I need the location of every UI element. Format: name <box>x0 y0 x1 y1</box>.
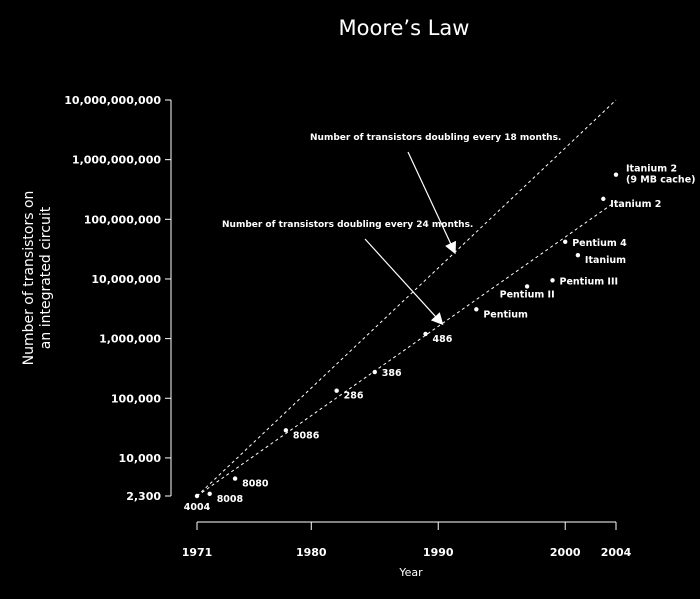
data-point-label: (9 MB cache) <box>626 175 695 186</box>
y-axis-title: Number of transistors on an integrated c… <box>21 191 54 366</box>
trend-line <box>196 99 617 497</box>
data-point <box>550 278 555 283</box>
x-tick-label: 1971 <box>182 546 213 559</box>
y-tick-label: 100,000 <box>111 392 161 405</box>
data-point <box>232 476 238 481</box>
y-tick-label: 10,000 <box>119 452 162 465</box>
data-point <box>474 307 479 312</box>
trend-annotation-label: Number of transistors doubling every 24 … <box>222 220 473 230</box>
data-point <box>283 428 289 433</box>
data-point-label: Itanium <box>585 255 626 266</box>
data-point-label: Pentium II <box>500 289 555 300</box>
y-tick-label: 10,000,000,000 <box>64 94 161 107</box>
trend-annotation-label: Number of transistors doubling every 18 … <box>310 133 561 143</box>
data-point-label: Pentium <box>483 309 528 320</box>
x-axis-title: Year <box>398 566 423 579</box>
data-point-label: 486 <box>433 334 453 345</box>
data-point-label: 386 <box>382 368 402 379</box>
trend-annotations: Number of transistors doubling every 18 … <box>222 133 561 326</box>
data-point-label: 8086 <box>293 430 320 441</box>
data-point-label: 8008 <box>217 494 244 505</box>
trend-lines <box>196 99 617 497</box>
data-point-label: 286 <box>344 391 364 402</box>
data-point-label: Pentium III <box>560 276 619 287</box>
x-tick-label: 2000 <box>550 546 581 559</box>
data-point <box>207 491 212 497</box>
data-point <box>524 284 530 289</box>
data-point <box>601 196 606 202</box>
y-axis-title-line-1: Number of transistors on <box>21 191 37 366</box>
data-point <box>613 172 619 177</box>
data-point-label: Itanium 2 <box>626 164 677 175</box>
data-point-label: 8080 <box>242 479 269 490</box>
x-tick-label: 2004 <box>601 546 632 559</box>
chart-title: Moore’s Law <box>339 16 470 40</box>
x-tick-label: 1980 <box>296 546 327 559</box>
y-tick-label: 1,000,000 <box>99 333 161 346</box>
data-point <box>575 253 581 258</box>
y-axis-title-line-2: an integrated circuit <box>38 206 54 349</box>
data-point <box>563 239 568 244</box>
data-point-label: 4004 <box>184 502 211 513</box>
data-point <box>372 369 377 375</box>
data-point-label: Itanium 2 <box>610 199 661 210</box>
y-tick-label: 1,000,000,000 <box>72 154 161 167</box>
axes: 2,300 10,000 100,000 1,000,000 10,000,000 100… <box>64 94 631 559</box>
y-tick-label: 10,000,000 <box>91 273 161 286</box>
data-point <box>194 493 200 499</box>
trend-line <box>196 200 617 497</box>
trend-annotation-arrow <box>407 151 456 255</box>
y-tick-label: 2,300 <box>126 490 161 503</box>
data-point <box>334 388 339 393</box>
x-tick-label: 1990 <box>423 546 454 559</box>
data-points: 4004 8008 8080 8086 286 386 486 Pentium Pentium … <box>184 164 696 513</box>
y-tick-label: 100,000,000 <box>84 213 162 226</box>
trend-annotation-arrow <box>364 238 444 326</box>
data-point <box>423 331 428 337</box>
data-point-label: Pentium 4 <box>572 238 627 249</box>
